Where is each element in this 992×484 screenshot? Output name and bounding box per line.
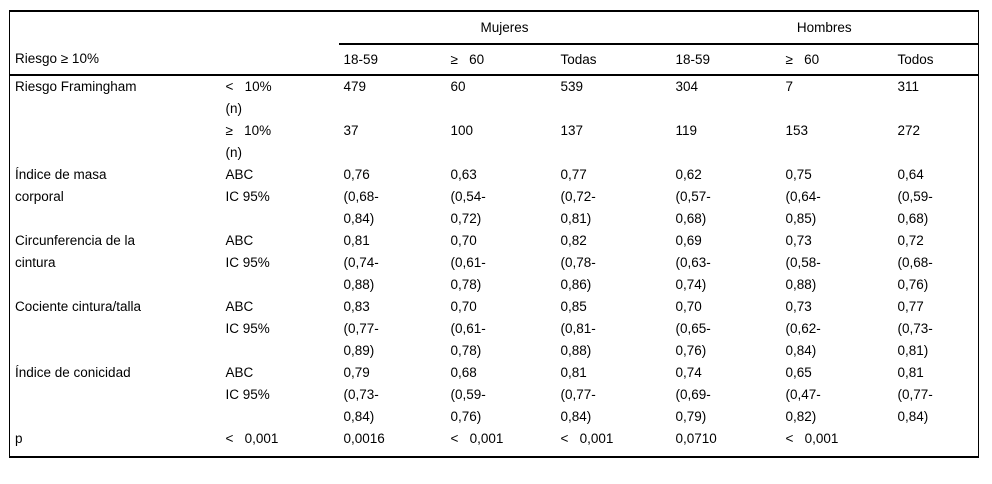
value-cell: 0,85 (0,81- 0,88)	[560, 299, 596, 358]
row-sublabel: ABC IC 95%	[225, 233, 270, 270]
value-cell: 0,64 (0,59- 0,68)	[897, 167, 933, 226]
page: Mujeres Hombres Riesgo ≥ 10% 18-59 ≥ 60 …	[0, 10, 992, 484]
table-row: Circunferencia de la cintura ABC IC 95% …	[10, 230, 979, 296]
table-row: Índice de masa corporal ABC IC 95% 0,76 …	[10, 164, 979, 230]
group-header-row: Mujeres Hombres	[10, 11, 979, 45]
group-header-hombres: Hombres	[670, 11, 979, 45]
results-table: Mujeres Hombres Riesgo ≥ 10% 18-59 ≥ 60 …	[9, 10, 980, 458]
row-label: Índice de conicidad	[15, 365, 131, 380]
value-cell: 0,0016	[343, 431, 385, 446]
value-cell: 539	[560, 79, 584, 94]
value-cell: 0,62 (0,57- 0,68)	[675, 167, 711, 226]
value-cell: 100	[450, 123, 474, 138]
value-cell: 7	[785, 79, 794, 94]
value-cell: 0,73 (0,62- 0,84)	[785, 299, 821, 358]
row-label: p	[15, 431, 23, 446]
value-cell	[893, 428, 979, 457]
value-cell: 0,63 (0,54- 0,72)	[450, 167, 486, 226]
table-row: Riesgo Framingham < 10% (n) 479 60 539 3…	[10, 75, 979, 120]
value-cell: 0,82 (0,78- 0,86)	[560, 233, 596, 292]
value-cell: 0,73 (0,58- 0,88)	[785, 233, 821, 292]
value-cell: 0,77 (0,73- 0,81)	[897, 299, 933, 358]
value-cell: 119	[675, 123, 698, 138]
value-cell: 0,77 (0,72- 0,81)	[560, 167, 596, 226]
value-cell: 137	[560, 123, 584, 138]
value-cell: 0,79 (0,73- 0,84)	[343, 365, 379, 424]
value-cell: 304	[675, 79, 699, 94]
value-cell: 0,74 (0,69- 0,79)	[675, 365, 711, 424]
row-label	[10, 120, 221, 164]
row-sublabel: < 10% (n)	[225, 79, 272, 116]
table-row: Índice de conicidad ABC IC 95% 0,79 (0,7…	[10, 362, 979, 428]
value-cell: 0,81 (0,77- 0,84)	[560, 365, 596, 424]
row-sublabel: < 0,001	[225, 431, 279, 446]
row-sublabel: ≥ 10% (n)	[225, 123, 272, 160]
table-row: p < 0,001 0,0016 < 0,001 < 0,001 0,0710 …	[10, 428, 979, 457]
value-cell: 153	[785, 123, 809, 138]
value-cell: < 0,001	[450, 431, 504, 446]
value-cell: 0,83 (0,77- 0,89)	[343, 299, 379, 358]
col-header-mujeres-18-59: 18-59	[338, 44, 446, 76]
value-cell: < 0,001	[785, 431, 839, 446]
value-cell: 0,70 (0,61- 0,78)	[450, 299, 486, 358]
value-cell: 479	[343, 79, 367, 94]
row-sublabel: ABC IC 95%	[225, 299, 270, 336]
col-header-hombres-60: ≥ 60	[780, 44, 893, 76]
value-cell: 311	[897, 79, 920, 94]
col-header-mujeres-todas: Todas	[555, 44, 671, 76]
table-corner-label: Riesgo ≥ 10%	[9, 44, 221, 76]
row-sublabel: ABC IC 95%	[225, 365, 270, 402]
value-cell: < 0,001	[560, 431, 614, 446]
group-header-mujeres: Mujeres	[338, 11, 671, 45]
value-cell: 0,65 (0,47- 0,82)	[785, 365, 821, 424]
value-cell: 0,69 (0,63- 0,74)	[675, 233, 711, 292]
row-label: Riesgo Framingham	[15, 79, 137, 94]
column-header-row: Riesgo ≥ 10% 18-59 ≥ 60 Todas 18-59 ≥ 60…	[9, 44, 979, 76]
table-row: Cociente cintura/talla ABC IC 95% 0,83 (…	[10, 296, 979, 362]
table-row: ≥ 10% (n) 37 100 137 119 153 272	[10, 120, 979, 164]
empty-corner-cell	[10, 11, 339, 44]
value-cell: 0,81 (0,77- 0,84)	[897, 365, 933, 424]
value-cell: 0,72 (0,68- 0,76)	[897, 233, 933, 292]
col-header-mujeres-60: ≥ 60	[445, 44, 556, 76]
row-label: Índice de masa corporal	[15, 167, 107, 204]
row-label: Cociente cintura/talla	[15, 299, 142, 314]
value-cell: 272	[897, 123, 921, 138]
value-cell: 0,75 (0,64- 0,85)	[785, 167, 821, 226]
row-label: Circunferencia de la cintura	[15, 233, 136, 270]
value-cell: 0,70 (0,65- 0,76)	[675, 299, 711, 358]
value-cell: 60	[450, 79, 466, 94]
row-sublabel: ABC IC 95%	[225, 167, 270, 204]
value-cell: 0,68 (0,59- 0,76)	[450, 365, 486, 424]
value-cell: 0,81 (0,74- 0,88)	[343, 233, 379, 292]
col-header-hombres-18-59: 18-59	[670, 44, 781, 76]
value-cell: 37	[343, 123, 359, 138]
col-header-hombres-todos: Todos	[892, 44, 979, 76]
value-cell: 0,0710	[675, 431, 717, 446]
empty-cell	[220, 44, 339, 76]
value-cell: 0,70 (0,61- 0,78)	[450, 233, 486, 292]
value-cell: 0,76 (0,68- 0,84)	[343, 167, 379, 226]
